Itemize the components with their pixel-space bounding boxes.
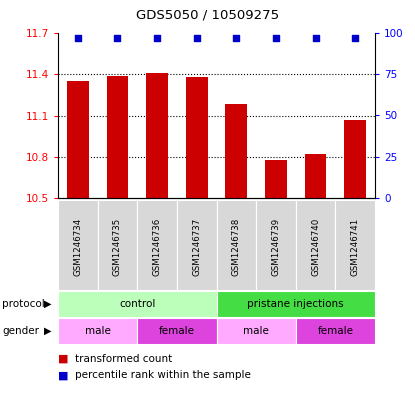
Text: ▶: ▶ <box>44 299 51 309</box>
Text: GSM1246739: GSM1246739 <box>271 218 281 276</box>
Text: GDS5050 / 10509275: GDS5050 / 10509275 <box>136 8 279 21</box>
Bar <box>217 200 256 290</box>
Text: pristane injections: pristane injections <box>247 299 344 309</box>
Text: gender: gender <box>2 326 39 336</box>
Text: transformed count: transformed count <box>75 354 172 364</box>
Text: protocol: protocol <box>2 299 45 309</box>
Bar <box>58 200 98 290</box>
Text: GSM1246735: GSM1246735 <box>113 218 122 276</box>
Bar <box>67 81 89 198</box>
Point <box>273 35 279 41</box>
Bar <box>177 200 217 290</box>
Text: ▶: ▶ <box>44 326 51 336</box>
Bar <box>265 160 287 198</box>
Text: GSM1246741: GSM1246741 <box>351 218 360 276</box>
Text: GSM1246738: GSM1246738 <box>232 218 241 276</box>
Text: GSM1246736: GSM1246736 <box>153 218 161 276</box>
Point <box>75 35 81 41</box>
Bar <box>137 200 177 290</box>
Bar <box>58 291 217 317</box>
Text: female: female <box>317 326 354 336</box>
Bar <box>225 105 247 198</box>
Bar <box>305 154 327 198</box>
Text: GSM1246734: GSM1246734 <box>73 218 82 276</box>
Point <box>193 35 200 41</box>
Bar <box>217 318 296 344</box>
Bar <box>186 77 208 198</box>
Text: control: control <box>119 299 156 309</box>
Text: male: male <box>85 326 110 336</box>
Bar <box>58 318 137 344</box>
Bar <box>107 75 128 198</box>
Point <box>312 35 319 41</box>
Bar <box>146 73 168 198</box>
Point <box>352 35 359 41</box>
Point <box>154 35 160 41</box>
Bar <box>296 200 335 290</box>
Point <box>114 35 121 41</box>
Text: ■: ■ <box>58 370 68 380</box>
Bar <box>137 318 217 344</box>
Bar <box>217 291 375 317</box>
Bar <box>256 200 296 290</box>
Text: male: male <box>243 326 269 336</box>
Bar <box>296 318 375 344</box>
Text: percentile rank within the sample: percentile rank within the sample <box>75 370 251 380</box>
Bar <box>335 200 375 290</box>
Text: GSM1246737: GSM1246737 <box>192 218 201 276</box>
Text: female: female <box>159 326 195 336</box>
Point <box>233 35 239 41</box>
Bar <box>344 119 366 198</box>
Bar <box>98 200 137 290</box>
Text: GSM1246740: GSM1246740 <box>311 218 320 276</box>
Text: ■: ■ <box>58 354 68 364</box>
